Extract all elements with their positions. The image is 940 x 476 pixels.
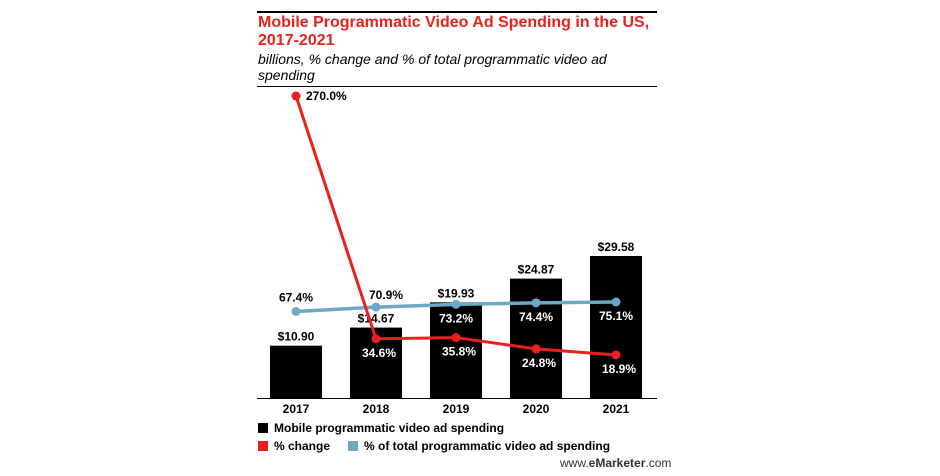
bar-2020 bbox=[510, 278, 562, 398]
chart-title: Mobile Programmatic Video Ad Spending in… bbox=[258, 14, 650, 49]
share-point-2020 bbox=[531, 298, 541, 308]
source-prefix: www. bbox=[560, 456, 589, 470]
share-label-2017: 67.4% bbox=[279, 291, 313, 305]
x-tick-label-2019: 2019 bbox=[443, 402, 470, 416]
chart-subtitle: billions, % change and % of total progra… bbox=[258, 51, 607, 83]
share-label-2019: 73.2% bbox=[439, 311, 473, 325]
share-label-2020: 74.4% bbox=[519, 310, 553, 324]
source-brand: eMarketer bbox=[588, 456, 646, 470]
x-tick-label-2020: 2020 bbox=[523, 402, 550, 416]
x-tick-label-2021: 2021 bbox=[603, 402, 630, 416]
change-point-2017 bbox=[291, 91, 301, 101]
bar-value-label-2021: $29.58 bbox=[598, 240, 635, 254]
legend-item-share: % of total programmatic video ad spendin… bbox=[348, 439, 610, 453]
share-point-2018 bbox=[371, 302, 381, 312]
change-label-2020: 24.8% bbox=[522, 356, 556, 370]
change-point-2020 bbox=[531, 344, 541, 354]
change-label-2018: 34.6% bbox=[362, 346, 396, 360]
bar-value-label-2020: $24.87 bbox=[518, 263, 555, 277]
bar-2019 bbox=[430, 302, 482, 398]
share-label-2021: 75.1% bbox=[599, 309, 633, 323]
legend-row-1: Mobile programmatic video ad spending bbox=[258, 421, 522, 435]
legend-swatch-bar bbox=[258, 423, 268, 433]
legend-swatch-share bbox=[348, 441, 359, 451]
share-label-2018: 70.9% bbox=[369, 288, 403, 302]
legend-label-change: % change bbox=[274, 439, 331, 453]
legend-swatch-change bbox=[258, 441, 268, 451]
change-label-2021: 18.9% bbox=[602, 362, 636, 376]
legend-label-share: % of total programmatic video ad spendin… bbox=[364, 439, 611, 453]
change-label-2019: 35.8% bbox=[442, 345, 476, 359]
share-point-2019 bbox=[451, 299, 461, 309]
subtitle-rule bbox=[257, 86, 657, 87]
legend-item-change: % change bbox=[258, 439, 330, 453]
change-point-2018 bbox=[371, 334, 381, 344]
bar-2017 bbox=[270, 345, 322, 398]
title-top-rule bbox=[257, 11, 657, 13]
bar-value-label-2017: $10.90 bbox=[278, 330, 315, 344]
change-point-2021 bbox=[611, 350, 621, 360]
x-tick-label-2018: 2018 bbox=[363, 402, 390, 416]
bar-2021 bbox=[590, 256, 642, 398]
change-label-2017: 270.0% bbox=[306, 89, 347, 103]
bar-value-label-2019: $19.93 bbox=[438, 286, 475, 300]
source-suffix: .com bbox=[645, 456, 672, 470]
change-point-2019 bbox=[451, 333, 461, 343]
bar-value-label-2018: $14.67 bbox=[358, 312, 395, 326]
legend-label-bar: Mobile programmatic video ad spending bbox=[274, 421, 505, 435]
share-point-2021 bbox=[611, 297, 621, 307]
legend-item-bar: Mobile programmatic video ad spending bbox=[258, 421, 504, 435]
x-tick-label-2017: 2017 bbox=[283, 402, 310, 416]
share-point-2017 bbox=[291, 307, 301, 316]
source-credit: www.eMarketer.com bbox=[560, 456, 671, 470]
legend-row-2: % change % of total programmatic video a… bbox=[258, 439, 628, 453]
